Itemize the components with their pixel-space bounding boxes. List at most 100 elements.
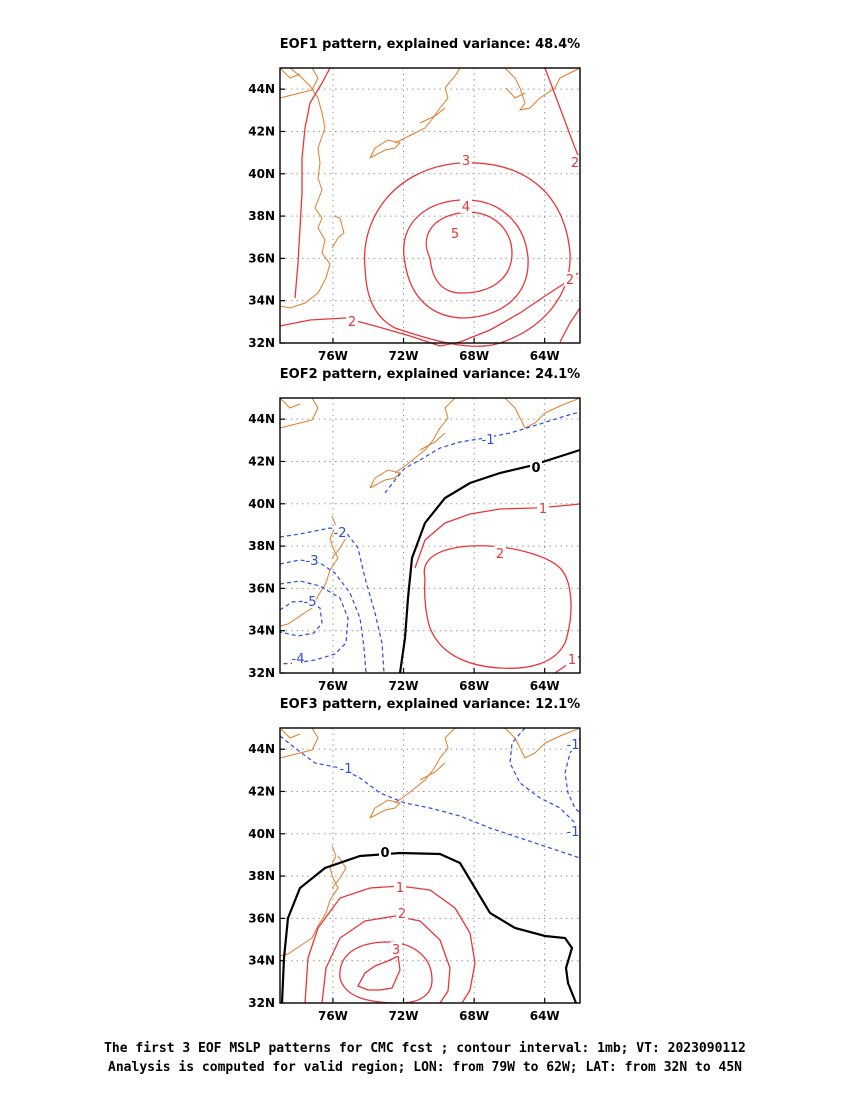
contour-labels: -1 0 1 2 3 -1 -1 xyxy=(340,737,580,958)
coastline xyxy=(279,397,581,627)
y-tick-label: 40N xyxy=(248,827,275,841)
contour-label-bg xyxy=(569,155,581,169)
y-tick-label: 34N xyxy=(248,954,275,968)
contour-label-bg xyxy=(449,226,461,240)
x-tick-label: 64W xyxy=(530,349,560,363)
contour-label: -1 xyxy=(482,433,495,448)
contour-negative xyxy=(279,527,385,674)
contour-zero xyxy=(280,851,578,1004)
contour-label-bg xyxy=(530,460,542,474)
x-tick-label: 76W xyxy=(318,349,348,363)
y-tick-label: 44N xyxy=(248,412,275,426)
x-tick-label: 76W xyxy=(318,679,348,693)
y-tick-label: 40N xyxy=(248,167,275,181)
contour-label-bg xyxy=(567,737,579,751)
contours xyxy=(279,411,581,674)
y-tick-label: 36N xyxy=(248,251,275,265)
contour-label-bg xyxy=(304,594,316,608)
contour-label: 2 xyxy=(566,273,574,288)
contour-positive xyxy=(414,503,581,569)
contour-positive xyxy=(363,162,571,347)
eof3-map: -1 0 1 2 3 -1 -1 76W 72W 68W 64W 44N 42N 40N 38N 36N 34… xyxy=(248,727,581,1023)
y-tick-label: 44N xyxy=(248,82,275,96)
contours xyxy=(279,727,581,1004)
contour-label-bg xyxy=(567,824,579,838)
contour-negative xyxy=(509,727,581,829)
contour-negative xyxy=(384,411,581,494)
contour-positive xyxy=(304,885,476,1004)
contour-label-bg xyxy=(340,761,352,775)
contour-label-bg xyxy=(379,845,391,859)
y-tick-label: 32N xyxy=(248,996,275,1010)
x-tick-label: 64W xyxy=(530,679,560,693)
contour-negative xyxy=(279,735,581,859)
y-tick-label: 32N xyxy=(248,666,275,680)
contour-label: -1 xyxy=(567,738,580,753)
x-tick-label: 76W xyxy=(318,1009,348,1023)
panel-title: EOF1 pattern, explained variance: 48.4% xyxy=(279,37,581,52)
caption-line-2: Analysis is computed for valid region; L… xyxy=(108,1060,742,1075)
plot-frame xyxy=(279,397,581,674)
contour-label-bg xyxy=(394,880,406,894)
contour-label-bg xyxy=(334,525,346,539)
contour-label: 0 xyxy=(380,846,389,861)
y-tick-label: 42N xyxy=(248,124,275,138)
contour-label: 3 xyxy=(462,154,470,169)
x-tick-label: 68W xyxy=(459,679,489,693)
contour-label-bg xyxy=(494,546,506,560)
contour-positive xyxy=(403,199,529,319)
y-tick-label: 34N xyxy=(248,294,275,308)
x-tick-label: 68W xyxy=(459,349,489,363)
plot-frame xyxy=(279,727,581,1004)
contour-label: 2 xyxy=(348,315,356,330)
eof1-map: 3 45 2 2 2 76W 72W 68W 64W 44N 42N 40N 38N 36N 34N 32N xyxy=(248,67,581,363)
contour-negative xyxy=(279,580,349,665)
contour-labels: -1 0 1 2 -2 -3 -5 -4 1 xyxy=(292,432,578,668)
contour-label: 3 xyxy=(392,943,400,958)
contour-label-bg xyxy=(537,501,549,515)
x-tick-label: 64W xyxy=(530,1009,560,1023)
eof2-map: -1 0 1 2 -2 -3 -5 -4 1 76W 72W 68W 64W 44N 42N 40N 38N 3… xyxy=(248,397,581,693)
contour-positive xyxy=(423,545,572,669)
y-tick-label: 36N xyxy=(248,911,275,925)
contour-label-bg xyxy=(460,153,472,167)
contour-label: 2 xyxy=(571,156,579,171)
y-tick-label: 42N xyxy=(248,454,275,468)
y-tick-label: 38N xyxy=(248,539,275,553)
contour-positive xyxy=(339,941,433,1004)
contour-label: -4 xyxy=(292,652,305,667)
contour-label: -1 xyxy=(567,825,580,840)
contour-negative xyxy=(279,559,367,674)
y-tick-label: 38N xyxy=(248,209,275,223)
contour-positive xyxy=(279,317,461,347)
y-tick-label: 32N xyxy=(248,336,275,350)
contour-positive xyxy=(425,211,513,294)
contour-positive xyxy=(357,955,401,991)
contour-label: -2 xyxy=(334,526,347,541)
panel-title: EOF2 pattern, explained variance: 24.1% xyxy=(279,367,581,382)
y-tick-label: 44N xyxy=(248,742,275,756)
contour-label-bg xyxy=(460,199,472,213)
contour-negative xyxy=(279,600,323,637)
contour-labels: 3 45 2 2 2 xyxy=(346,153,581,330)
y-tick-label: 34N xyxy=(248,624,275,638)
x-tick-label: 72W xyxy=(389,349,419,363)
contour-label-bg xyxy=(396,906,408,920)
plot-frame xyxy=(279,67,581,344)
contour-label: -5 xyxy=(304,595,317,610)
y-tick-label: 42N xyxy=(248,784,275,798)
contour-label-bg xyxy=(346,314,358,328)
tick-labels: 76W 72W 68W 64W 44N 42N 40N 38N 36N 34N 32N xyxy=(248,412,559,693)
coastline xyxy=(279,67,581,309)
coastline-path xyxy=(279,67,581,309)
y-tick-label: 36N xyxy=(248,581,275,595)
contour-label-bg xyxy=(306,553,318,567)
contour-label: 4 xyxy=(462,200,470,215)
contour-label-bg xyxy=(564,272,576,286)
contour-label-bg xyxy=(292,651,304,665)
contour-positive xyxy=(459,272,581,343)
y-tick-label: 38N xyxy=(248,869,275,883)
y-tick-label: 40N xyxy=(248,497,275,511)
tick-labels: 76W 72W 68W 64W 44N 42N 40N 38N 36N 34N 32N xyxy=(248,742,559,1023)
contour-label-bg xyxy=(390,942,402,956)
